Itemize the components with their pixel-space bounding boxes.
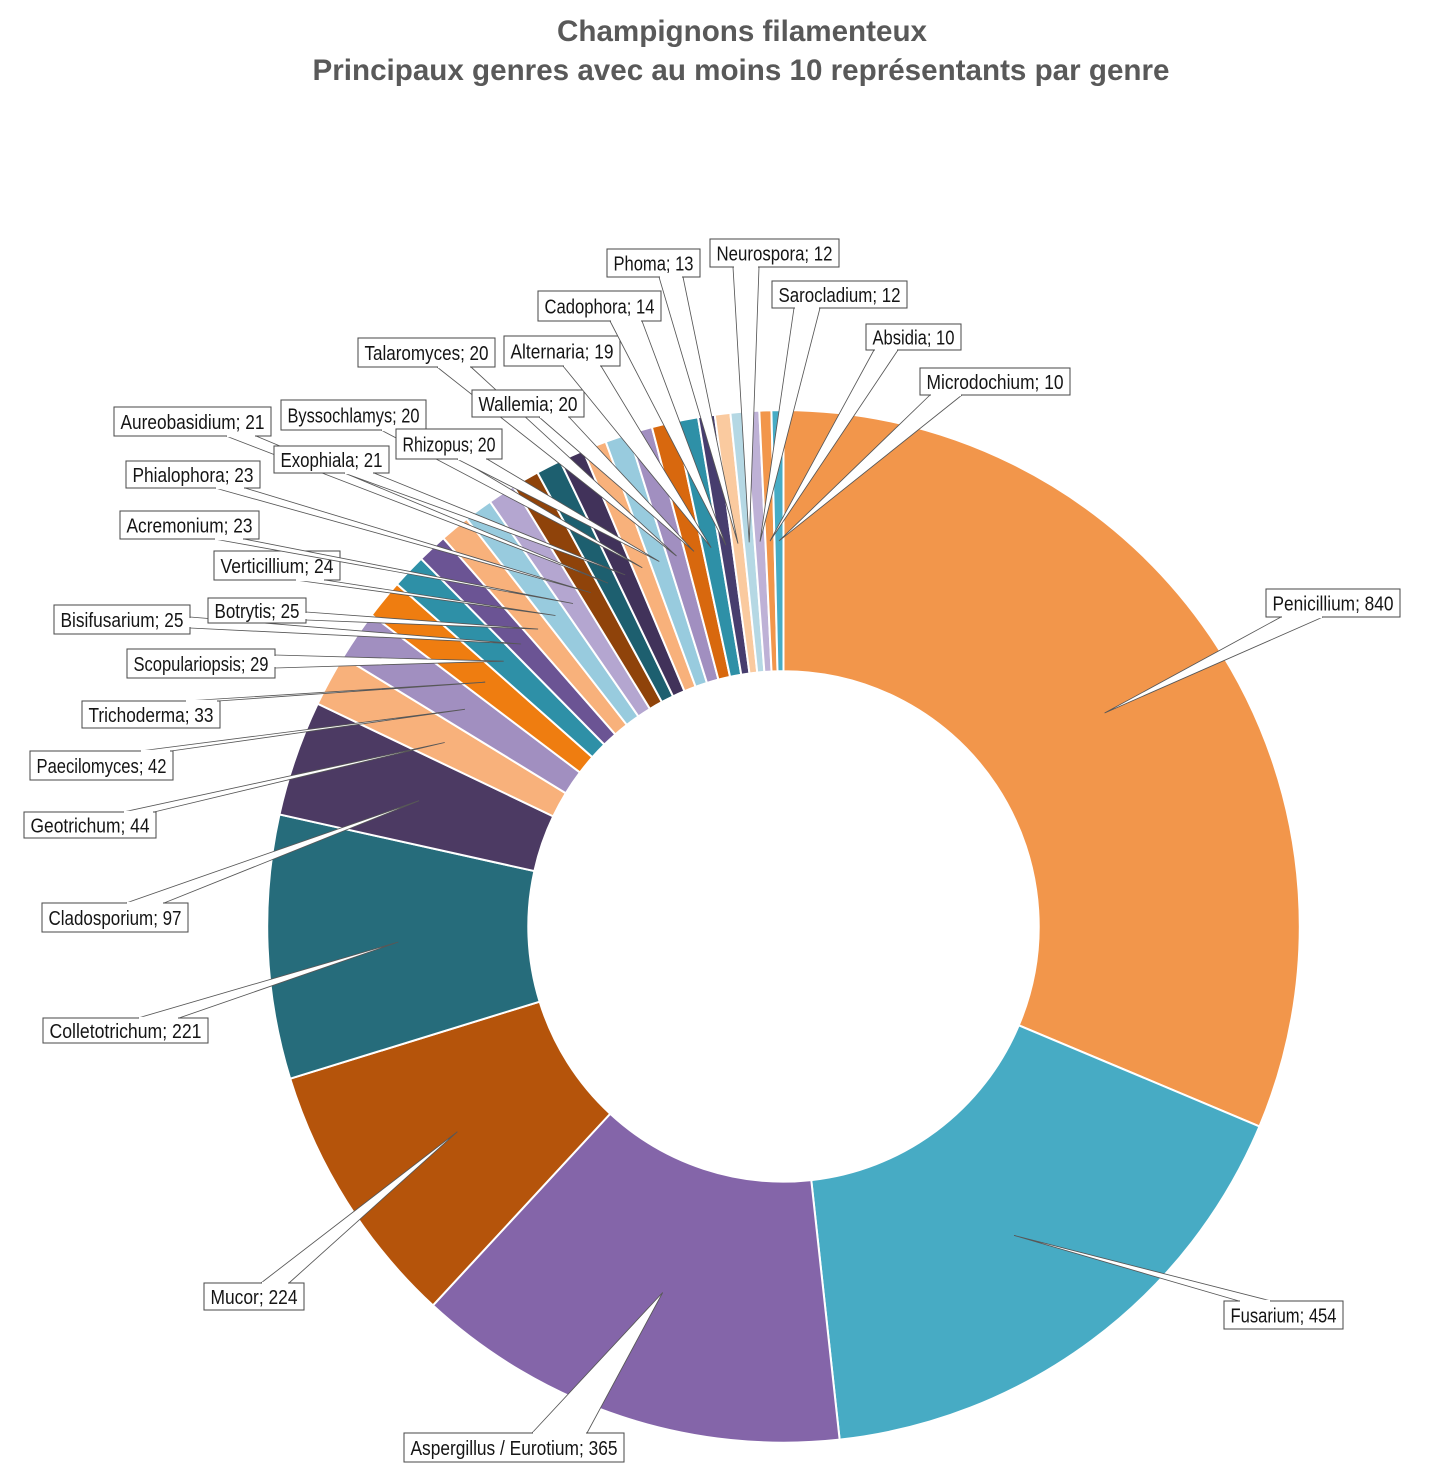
svg-text:Verticillium; 24: Verticillium; 24 [221,556,334,578]
svg-text:Acremonium; 23: Acremonium; 23 [127,515,253,537]
svg-text:Botrytis; 25: Botrytis; 25 [215,601,300,623]
svg-text:Neurospora; 12: Neurospora; 12 [717,243,833,265]
svg-text:Bisifusarium; 25: Bisifusarium; 25 [61,610,184,632]
svg-text:Wallemia; 20: Wallemia; 20 [479,394,578,416]
svg-text:Champignons filamenteux: Champignons filamenteux [557,15,928,48]
svg-text:Aureobasidium; 21: Aureobasidium; 21 [121,412,265,434]
svg-text:Geotrichum; 44: Geotrichum; 44 [31,815,150,837]
svg-text:Alternaria; 19: Alternaria; 19 [511,341,614,363]
svg-text:Colletotrichum; 221: Colletotrichum; 221 [50,1021,202,1043]
svg-text:Trichoderma; 33: Trichoderma; 33 [89,705,214,727]
svg-text:Paecilomyces; 42: Paecilomyces; 42 [37,756,167,778]
svg-text:Penicillium; 840: Penicillium; 840 [1273,593,1394,615]
svg-text:Microdochium; 10: Microdochium; 10 [927,372,1064,394]
svg-text:Phoma; 13: Phoma; 13 [614,253,694,275]
svg-text:Cladosporium; 97: Cladosporium; 97 [49,908,182,930]
svg-text:Phialophora; 23: Phialophora; 23 [133,465,254,487]
svg-text:Principaux genres avec au moin: Principaux genres avec au moins 10 repré… [313,54,1170,87]
svg-text:Absidia; 10: Absidia; 10 [873,327,955,349]
svg-text:Scopulariopsis; 29: Scopulariopsis; 29 [134,654,269,676]
svg-text:Exophiala; 21: Exophiala; 21 [281,450,383,472]
svg-text:Talaromyces; 20: Talaromyces; 20 [365,343,489,365]
svg-text:Aspergillus / Eurotium; 365: Aspergillus / Eurotium; 365 [411,1438,618,1460]
svg-text:Fusarium; 454: Fusarium; 454 [1231,1305,1337,1327]
svg-text:Mucor; 224: Mucor; 224 [211,1287,298,1309]
svg-text:Cadophora; 14: Cadophora; 14 [545,296,655,318]
svg-text:Sarocladium; 12: Sarocladium; 12 [779,285,901,307]
svg-text:Rhizopus; 20: Rhizopus; 20 [403,434,496,456]
svg-text:Byssochlamys; 20: Byssochlamys; 20 [288,405,420,427]
